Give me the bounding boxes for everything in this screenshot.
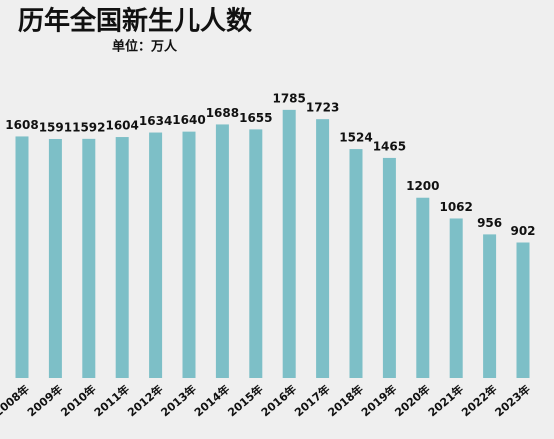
bar: [115, 137, 129, 378]
bar: [82, 138, 96, 378]
bar: [449, 218, 463, 378]
value-label: 1200: [406, 179, 439, 193]
bar: [15, 136, 29, 378]
value-label: 1608: [5, 118, 38, 132]
bar: [483, 234, 497, 378]
value-label: 1655: [239, 111, 272, 125]
value-label: 1524: [339, 131, 372, 145]
bar: [48, 138, 62, 378]
value-label: 1640: [172, 113, 205, 127]
bar: [416, 197, 430, 378]
bar: [249, 129, 263, 378]
bar: [516, 242, 530, 378]
value-label: 902: [510, 224, 535, 238]
bar: [349, 149, 363, 378]
value-label: 1062: [439, 200, 472, 214]
bar: [149, 132, 163, 378]
value-label: 1688: [206, 106, 239, 120]
value-label: 1465: [373, 139, 406, 153]
bar: [182, 131, 196, 378]
bar: [282, 109, 296, 378]
value-label: 1592: [72, 120, 105, 134]
value-label: 1591: [39, 120, 72, 134]
bar: [215, 124, 229, 378]
value-label: 1785: [272, 91, 305, 105]
chart-title: 历年全国新生儿人数: [18, 6, 253, 37]
value-label: 1634: [139, 114, 172, 128]
bar: [382, 157, 396, 378]
bar: [316, 119, 330, 378]
value-label: 1723: [306, 101, 339, 115]
value-label: 956: [477, 216, 502, 230]
chart-subtitle: 单位：万人: [112, 39, 178, 55]
value-label: 1604: [105, 119, 138, 133]
